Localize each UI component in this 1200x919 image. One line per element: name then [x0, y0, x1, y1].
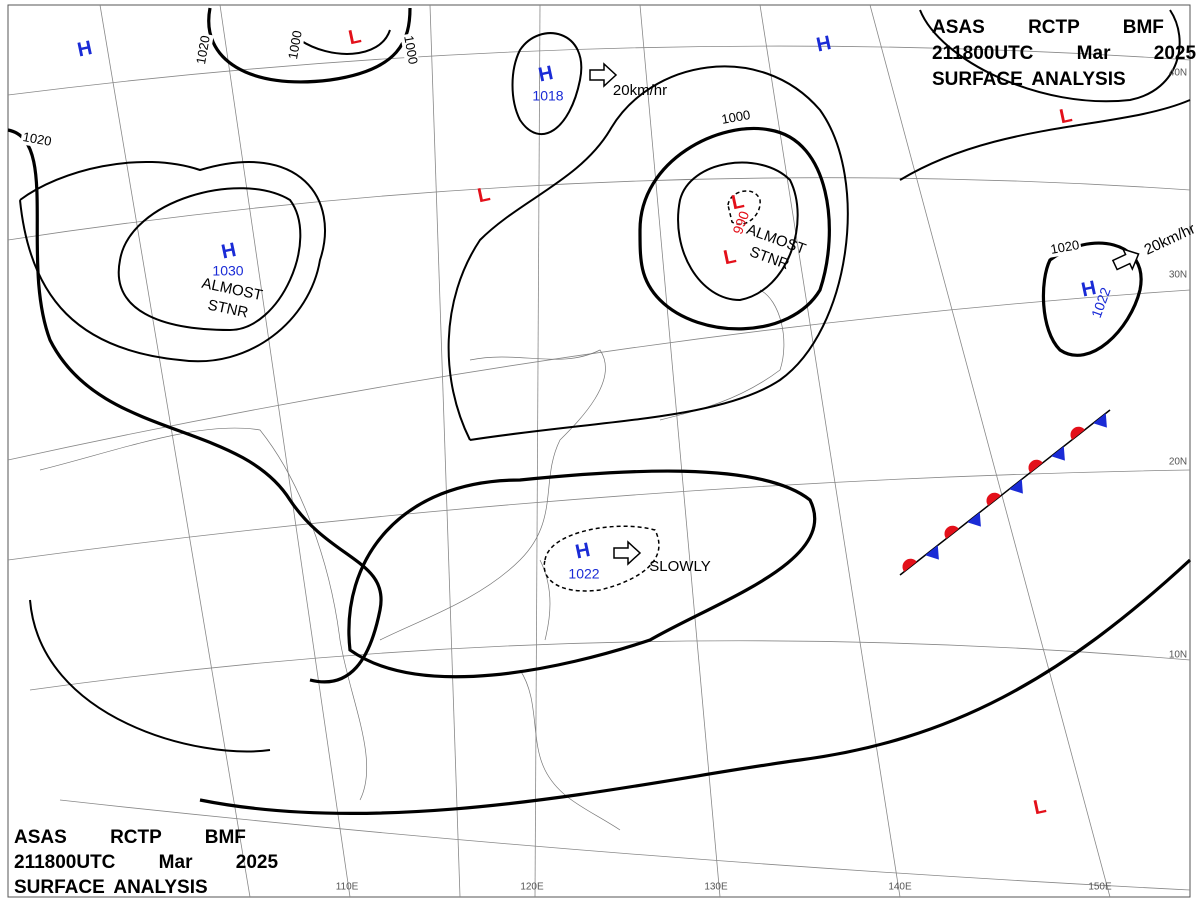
system-note: SLOWLY: [649, 558, 710, 575]
longitude-label: 120E: [520, 882, 544, 893]
longitude-line: [639, 4, 721, 898]
dashed-isobar: [727, 190, 761, 225]
system-symbol: H: [1079, 277, 1098, 302]
label-bg: [20, 130, 54, 150]
longitude-label: 150E: [1088, 882, 1112, 893]
motion-arrow: [613, 540, 642, 566]
header-line: 211800UTC Mar 2025: [14, 852, 278, 873]
system-pressure: 990: [729, 209, 752, 237]
latitude-label: 10N: [1169, 650, 1187, 661]
map-frame: [7, 4, 1191, 898]
isobar: [347, 469, 817, 679]
label-bg: [286, 28, 306, 62]
longitude-line: [99, 4, 251, 898]
isobar: [19, 160, 326, 363]
system-symbol: L: [722, 245, 739, 269]
header-line: ASAS RCTP BMF: [932, 17, 1164, 38]
label-bg: [400, 33, 420, 67]
latitude-label: 40N: [1169, 68, 1187, 79]
warm-front-symbol: [986, 492, 1001, 506]
longitude-label: 130E: [704, 882, 728, 893]
header-line: 211800UTC Mar 2025: [932, 43, 1196, 64]
latitude-line: [7, 469, 1191, 561]
latitude-line: [7, 177, 1191, 241]
header-line: ASAS RCTP BMF: [14, 827, 246, 848]
cold-front-symbol: [1009, 479, 1023, 494]
cold-front-symbol: [967, 512, 981, 527]
latitude-label: 30N: [1169, 270, 1187, 281]
label-bg: [1048, 238, 1082, 258]
system-symbol: H: [536, 62, 555, 87]
system-symbol: H: [219, 239, 238, 264]
isobar: [7, 128, 383, 684]
isobar: [299, 29, 391, 55]
system-symbol: H: [573, 539, 592, 564]
warm-front-symbol: [902, 558, 917, 572]
system-pressure: 1022: [568, 566, 599, 582]
latitude-line: [29, 640, 1191, 691]
header-line: SURFACE ANALYSIS: [14, 877, 208, 898]
isobars: [7, 7, 1192, 816]
warm-front-symbol: [944, 525, 959, 539]
motion-arrow: [1111, 247, 1140, 271]
warm-front-symbol: [1028, 459, 1043, 473]
dashed-isobar: [543, 525, 660, 592]
motion-label: 20km/hr: [613, 82, 667, 99]
longitude-label: 140E: [888, 882, 912, 893]
isobar-label: 1000: [401, 34, 421, 65]
system-symbol: L: [1032, 795, 1049, 819]
label-bg: [719, 108, 753, 128]
isobar: [677, 161, 799, 302]
latitude-line: [7, 45, 1191, 96]
isobar-label: 1000: [285, 29, 305, 60]
coastline: [519, 669, 621, 831]
system-symbol: L: [1058, 104, 1075, 128]
system-symbol: H: [75, 37, 94, 62]
longitude-line: [219, 4, 351, 898]
isobar: [511, 32, 583, 136]
longitude-line: [869, 4, 1111, 898]
coastline: [39, 427, 368, 801]
graticule: [7, 4, 1191, 898]
system-pressure: 1030: [212, 263, 243, 279]
system-symbol: H: [814, 32, 833, 57]
longitude-label: 110E: [336, 882, 359, 893]
isobar: [29, 599, 271, 753]
cold-front-symbol: [1051, 446, 1065, 461]
warm-front-symbol: [1070, 426, 1085, 440]
isobar-label: 1020: [22, 129, 53, 149]
motion-arrow: [589, 62, 618, 88]
coastline: [379, 349, 606, 641]
stationary-front: [899, 409, 1111, 576]
isobar: [1041, 241, 1143, 357]
isobar-label: 1020: [1049, 237, 1080, 257]
isobar-label: 1020: [193, 34, 213, 65]
latitude-line: [59, 799, 1191, 891]
cold-front-symbol: [1093, 413, 1107, 428]
isobar-label: 1000: [720, 107, 751, 127]
isobar: [899, 99, 1191, 181]
system-symbol: L: [476, 183, 493, 207]
label-bg: [194, 33, 214, 67]
isobar: [117, 187, 302, 332]
longitude-line: [429, 4, 461, 898]
system-symbol: L: [730, 190, 747, 214]
system-symbol: L: [347, 25, 364, 49]
isobar: [447, 65, 849, 441]
isobar: [638, 127, 831, 331]
header-line: SURFACE ANALYSIS: [932, 69, 1126, 90]
cold-front-symbol: [925, 545, 939, 560]
latitude-line: [7, 289, 1191, 461]
system-pressure: 1018: [532, 88, 563, 104]
latitude-label: 20N: [1169, 457, 1187, 468]
isobar: [199, 558, 1192, 816]
isobar: [919, 9, 1181, 103]
longitude-line: [759, 4, 901, 898]
longitude-line: [534, 4, 541, 898]
